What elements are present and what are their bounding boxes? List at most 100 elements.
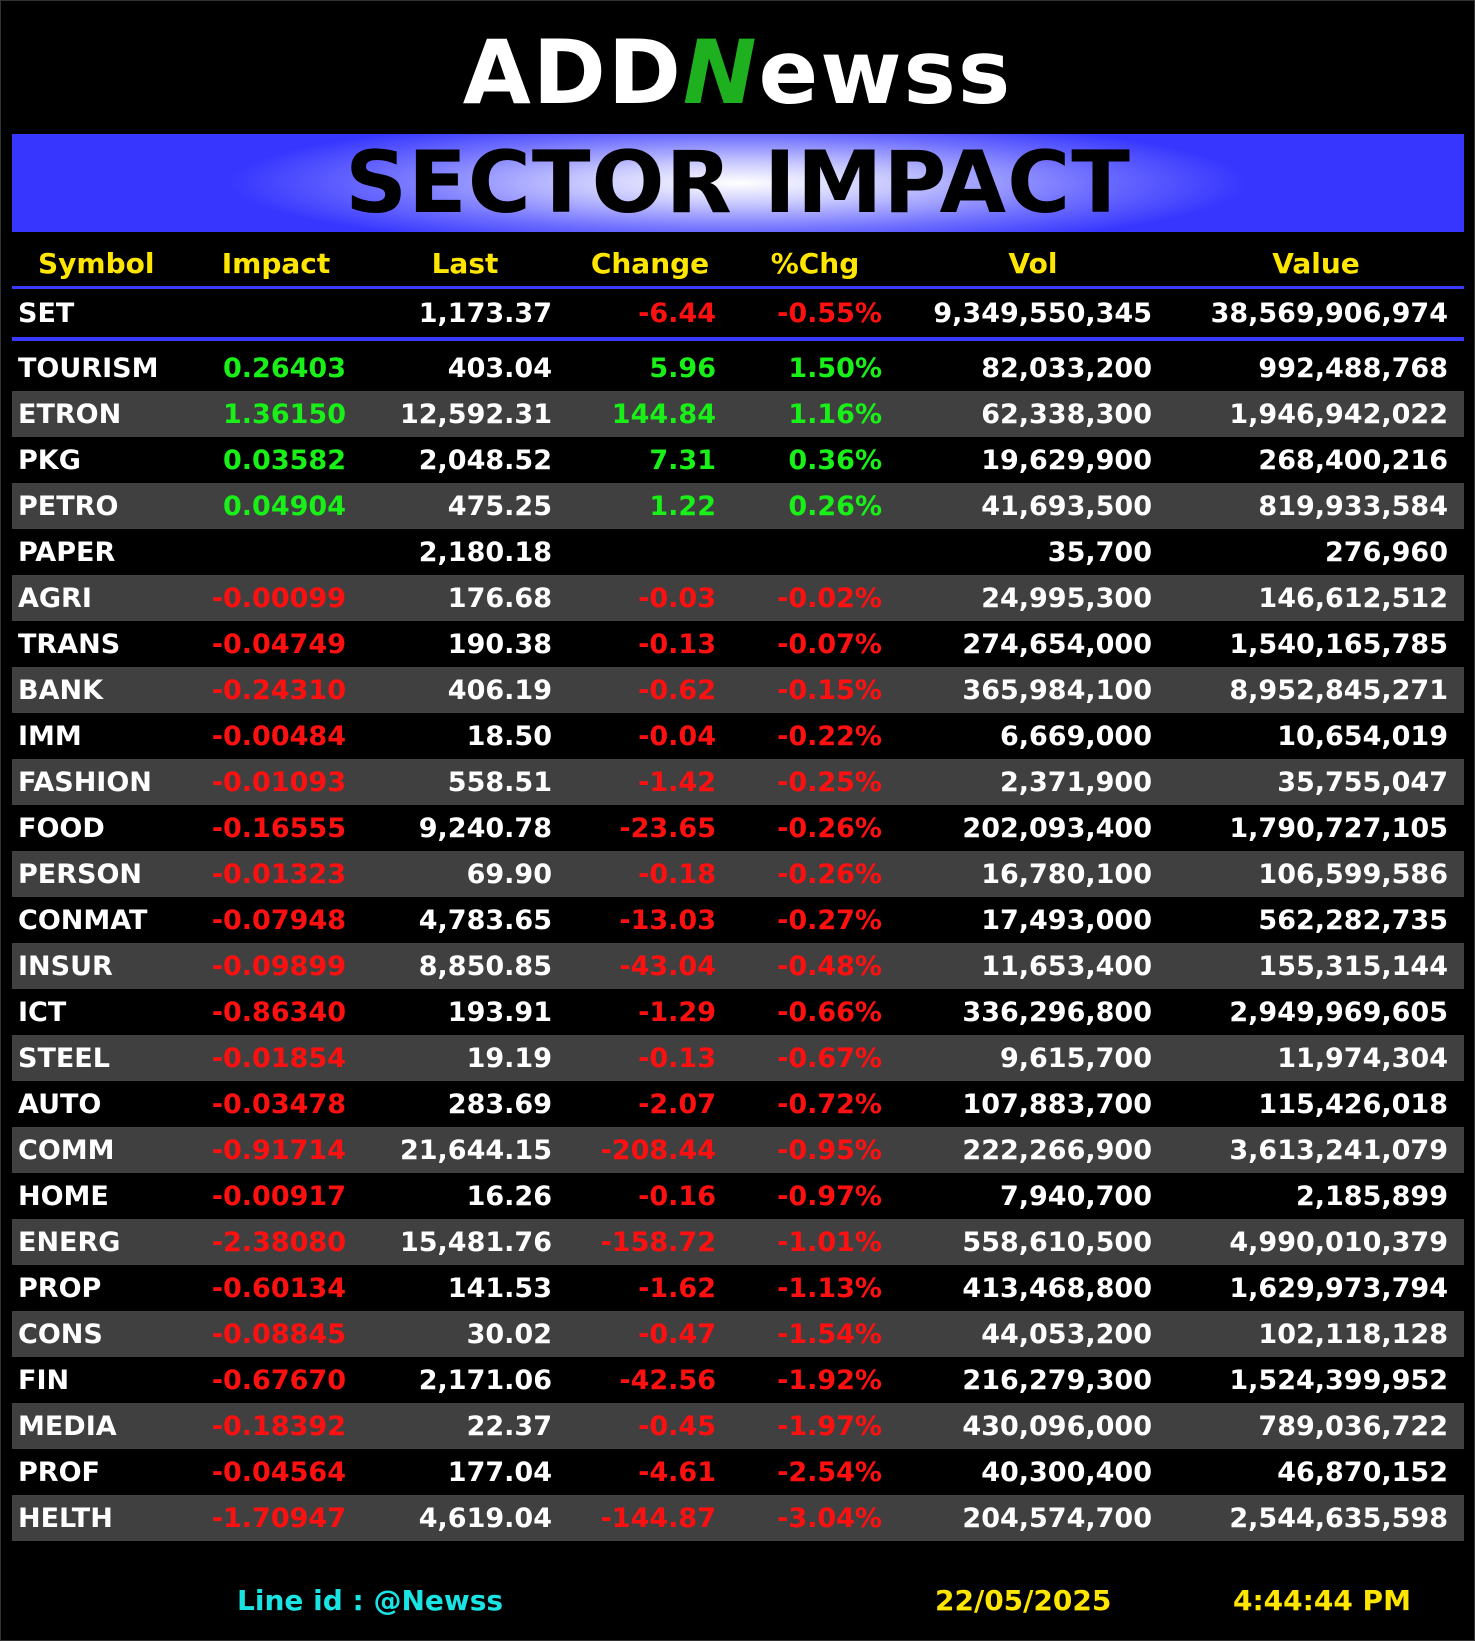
- sector-impact: -0.00484: [211, 720, 346, 752]
- col-header-value: Value: [1272, 246, 1360, 280]
- sector-impact: [190, 529, 362, 575]
- sector-value: 3,613,241,079: [1229, 1134, 1448, 1166]
- sector-pctchg: -1.97%: [777, 1410, 882, 1442]
- sector-change: 144.84: [611, 398, 716, 430]
- sector-impact: -0.07948: [211, 904, 346, 936]
- table-row: PETRO 0.04904 475.25 1.22 0.26% 41,693,500 819…: [12, 483, 1464, 529]
- table-row: PROF -0.04564 177.04 -4.61 -2.54% 40,300,400 4…: [12, 1449, 1464, 1495]
- sector-last: 406.19: [447, 674, 552, 706]
- sector-impact: -0.08845: [211, 1318, 346, 1350]
- sector-symbol: PETRO: [18, 490, 119, 522]
- sector-change: -1.29: [638, 996, 716, 1028]
- sector-pctchg: -0.07%: [777, 628, 882, 660]
- sector-value: 1,524,399,952: [1229, 1364, 1448, 1396]
- index-value: 38,569,906,974: [1210, 297, 1448, 329]
- sector-impact: -0.16555: [211, 812, 346, 844]
- table-row: HELTH -1.70947 4,619.04 -144.87 -3.04% 204,57…: [12, 1495, 1464, 1541]
- sector-value: 1,540,165,785: [1229, 628, 1448, 660]
- table-row: FOOD -0.16555 9,240.78 -23.65 -0.26% 202,093,…: [12, 805, 1464, 851]
- table-row: CONMAT -0.07948 4,783.65 -13.03 -0.27% 17,493…: [12, 897, 1464, 943]
- sector-value: 11,974,304: [1277, 1042, 1448, 1074]
- index-last: 1,173.37: [418, 297, 552, 329]
- sector-symbol: STEEL: [18, 1042, 110, 1074]
- sector-impact: -0.60134: [211, 1272, 346, 1304]
- sector-pctchg: -0.95%: [777, 1134, 882, 1166]
- sector-value: 562,282,735: [1258, 904, 1448, 936]
- sector-vol: 274,654,000: [962, 628, 1152, 660]
- sector-last: 4,783.65: [418, 904, 552, 936]
- sector-last: 30.02: [466, 1318, 552, 1350]
- sector-pctchg: 0.36%: [788, 444, 882, 476]
- sector-change: 7.31: [649, 444, 716, 476]
- sector-symbol: AGRI: [18, 582, 92, 614]
- sector-impact: -0.67670: [211, 1364, 346, 1396]
- sector-last: 69.90: [466, 858, 552, 890]
- index-vol: 9,349,550,345: [933, 297, 1152, 329]
- sector-symbol: AUTO: [18, 1088, 102, 1120]
- sector-change: -0.04: [638, 720, 716, 752]
- table-row: TRANS -0.04749 190.38 -0.13 -0.07% 274,654,00…: [12, 621, 1464, 667]
- sector-last: 2,048.52: [418, 444, 552, 476]
- sector-change: [568, 529, 732, 575]
- sector-value: 35,755,047: [1277, 766, 1448, 798]
- sector-value: 276,960: [1325, 536, 1448, 568]
- sector-last: 558.51: [447, 766, 552, 798]
- sector-pctchg: -0.67%: [777, 1042, 882, 1074]
- sector-vol: 107,883,700: [962, 1088, 1152, 1120]
- sector-last: 141.53: [447, 1272, 552, 1304]
- sector-impact: -0.18392: [211, 1410, 346, 1442]
- sector-pctchg: -0.27%: [777, 904, 882, 936]
- sector-vol: 11,653,400: [981, 950, 1152, 982]
- sector-pctchg: -0.48%: [777, 950, 882, 982]
- sector-value: 268,400,216: [1258, 444, 1448, 476]
- table-row: ICT -0.86340 193.91 -1.29 -0.66% 336,296,800 2…: [12, 989, 1464, 1035]
- sector-value: 102,118,128: [1258, 1318, 1448, 1350]
- sector-last: 9,240.78: [418, 812, 552, 844]
- sector-pctchg: -0.26%: [777, 812, 882, 844]
- sector-vol: 558,610,500: [962, 1226, 1152, 1258]
- sector-pctchg: -0.22%: [777, 720, 882, 752]
- sector-change: -0.47: [638, 1318, 716, 1350]
- sector-change: -158.72: [600, 1226, 716, 1258]
- sector-vol: 413,468,800: [962, 1272, 1152, 1304]
- sector-last: 190.38: [447, 628, 552, 660]
- sector-impact: -0.00917: [211, 1180, 346, 1212]
- sector-table: Symbol Impact Last Change %Chg Vol Value…: [12, 240, 1464, 1541]
- sector-impact: 0.03582: [223, 444, 346, 476]
- sector-pctchg: -0.26%: [777, 858, 882, 890]
- table-row: STEEL -0.01854 19.19 -0.13 -0.67% 9,615,700 11…: [12, 1035, 1464, 1081]
- sector-symbol: FIN: [18, 1364, 70, 1396]
- sector-pctchg: -0.97%: [777, 1180, 882, 1212]
- sector-value: 146,612,512: [1258, 582, 1448, 614]
- sector-last: 8,850.85: [418, 950, 552, 982]
- sector-last: 403.04: [447, 352, 552, 384]
- sector-value: 1,946,942,022: [1229, 398, 1448, 430]
- sector-last: 2,171.06: [418, 1364, 552, 1396]
- sector-change: -208.44: [600, 1134, 716, 1166]
- sector-last: 283.69: [447, 1088, 552, 1120]
- sector-change: -2.07: [638, 1088, 716, 1120]
- sector-change: -23.65: [619, 812, 716, 844]
- sector-vol: 40,300,400: [981, 1456, 1152, 1488]
- col-header-pctchg: %Chg: [770, 246, 860, 280]
- sector-impact: -0.01323: [211, 858, 346, 890]
- table-row: HOME -0.00917 16.26 -0.16 -0.97% 7,940,700 2,1…: [12, 1173, 1464, 1219]
- sector-symbol: ENERG: [18, 1226, 121, 1258]
- sector-vol: 2,371,900: [999, 766, 1152, 798]
- table-row: IMM -0.00484 18.50 -0.04 -0.22% 6,669,000 10,6…: [12, 713, 1464, 759]
- sector-last: 21,644.15: [399, 1134, 552, 1166]
- sector-value: 8,952,845,271: [1229, 674, 1448, 706]
- sector-last: 475.25: [447, 490, 552, 522]
- sector-vol: 24,995,300: [981, 582, 1152, 614]
- index-symbol: SET: [18, 297, 75, 329]
- sector-value: 10,654,019: [1277, 720, 1448, 752]
- col-header-last: Last: [431, 246, 499, 280]
- sector-vol: 222,266,900: [962, 1134, 1152, 1166]
- table-row: ETRON 1.36150 12,592.31 144.84 1.16% 62,338,3…: [12, 391, 1464, 437]
- sector-vol: 336,296,800: [962, 996, 1152, 1028]
- sector-change: -0.45: [638, 1410, 716, 1442]
- sector-vol: 35,700: [1047, 536, 1152, 568]
- sector-vol: 7,940,700: [999, 1180, 1152, 1212]
- sector-last: 193.91: [447, 996, 552, 1028]
- table-row: PKG 0.03582 2,048.52 7.31 0.36% 19,629,900 268…: [12, 437, 1464, 483]
